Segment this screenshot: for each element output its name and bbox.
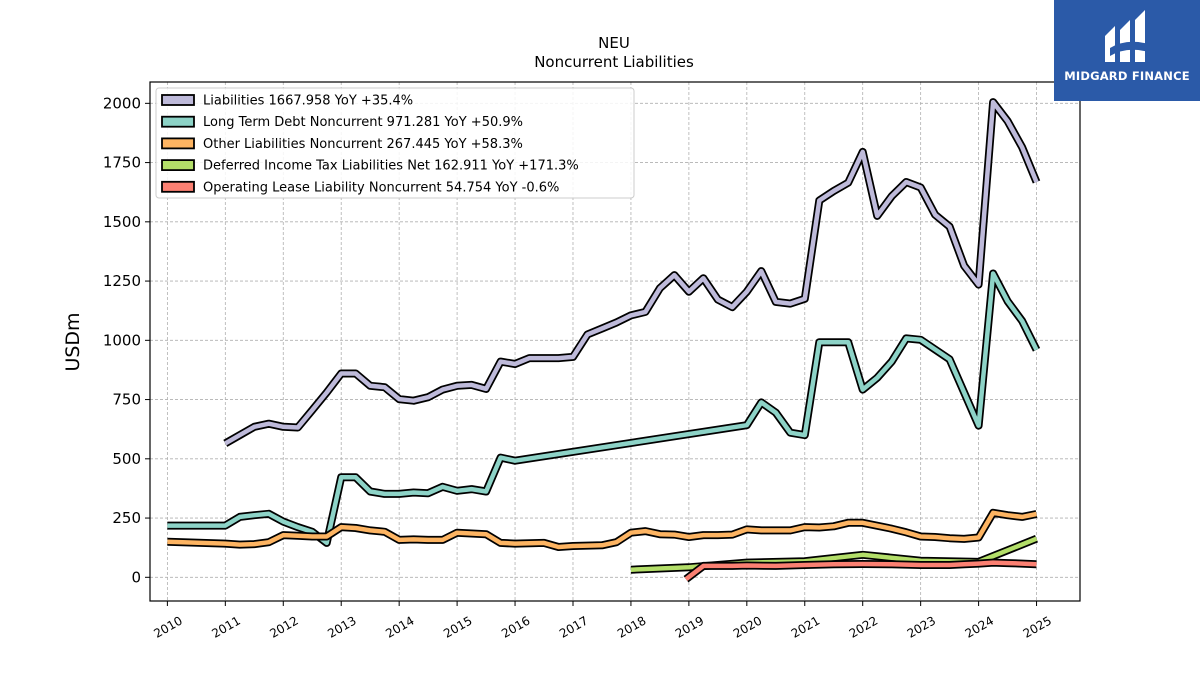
x-tick-label: 2013: [325, 613, 358, 640]
x-tick-label: 2015: [441, 613, 474, 640]
chart-subtitle: Noncurrent Liabilities: [534, 53, 694, 71]
series-1: [167, 269, 1041, 547]
y-tick-label: 750: [112, 391, 141, 409]
legend-swatch: [161, 137, 195, 150]
x-tick-label: 2017: [557, 613, 590, 640]
series-line: [684, 560, 1037, 581]
y-tick-label: 2000: [103, 94, 141, 112]
brand-name: MIDGARD FINANCE: [1064, 69, 1190, 83]
legend-entry: Operating Lease Liability Noncurrent 54.…: [203, 180, 559, 195]
x-tick-label: 2010: [151, 613, 184, 640]
y-axis-label: USDm: [62, 312, 84, 371]
series-4: [683, 558, 1037, 583]
legend-box: [155, 87, 635, 199]
midgard-logo-icon: [1105, 10, 1148, 62]
y-tick-label: 1250: [103, 272, 141, 290]
y-tick-label: 0: [131, 568, 141, 586]
legend-swatch: [161, 180, 195, 193]
y-tick-label: 1000: [103, 331, 141, 349]
y-tick-label: 500: [112, 450, 141, 468]
series-line: [167, 510, 1037, 550]
series-0: [223, 98, 1041, 447]
x-tick-label: 2024: [963, 613, 996, 640]
legend-entry: Other Liabilities Noncurrent 267.445 YoY…: [203, 137, 523, 152]
y-tick-label: 250: [112, 509, 141, 527]
series-line: [167, 271, 1039, 546]
x-tick-label: 2012: [267, 613, 300, 640]
x-tick-label: 2014: [383, 613, 416, 640]
legend-entry: Long Term Debt Noncurrent 971.281 YoY +5…: [203, 115, 523, 130]
series-line: [224, 99, 1039, 446]
series-layer: [167, 98, 1041, 583]
x-tick-label: 2011: [209, 613, 242, 640]
x-tick-label: 2018: [615, 613, 648, 640]
legend: Liabilities 1667.958 YoY +35.4% Long Term…: [155, 87, 635, 199]
series-line-outline: [167, 269, 1041, 547]
legend-swatch: [161, 115, 195, 128]
legend-entry: Liabilities 1667.958 YoY +35.4%: [203, 94, 413, 109]
series-2: [167, 508, 1038, 551]
x-tick-label: 2022: [847, 613, 880, 640]
x-tick-label: 2019: [673, 613, 706, 640]
chart-title: NEU: [598, 34, 630, 52]
x-tick-label: 2021: [789, 613, 822, 640]
brand-logo: MIDGARD FINANCE: [1054, 0, 1200, 101]
y-tick-label: 1500: [103, 213, 141, 231]
x-tick-label: 2023: [905, 613, 938, 640]
x-tick-label: 2020: [731, 613, 764, 640]
x-tick-label: 2025: [1021, 613, 1054, 640]
legend-swatch: [161, 159, 195, 172]
legend-entry: Deferred Income Tax Liabilities Net 162.…: [203, 159, 579, 174]
x-tick-label: 2016: [499, 613, 532, 640]
legend-swatch: [161, 94, 195, 106]
y-tick-label: 1750: [103, 154, 141, 172]
plot-frame: [149, 81, 1081, 602]
